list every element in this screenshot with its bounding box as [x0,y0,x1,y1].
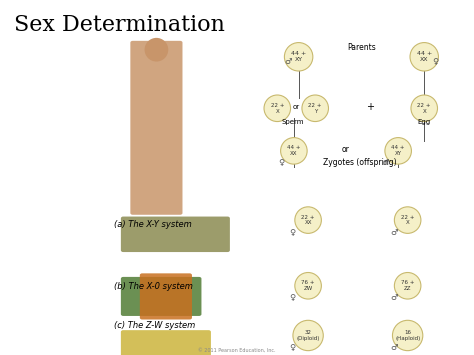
Ellipse shape [295,207,321,233]
Text: 22 +
XX: 22 + XX [301,215,315,225]
Ellipse shape [392,320,423,351]
Text: or: or [342,145,350,154]
Text: ♀: ♀ [290,293,295,302]
Text: ♂: ♂ [391,293,398,302]
Ellipse shape [284,43,313,71]
Text: ♀: ♀ [279,158,284,167]
Text: 44 +
XY: 44 + XY [291,51,306,62]
Ellipse shape [410,43,438,71]
Text: +: + [366,102,374,112]
Text: Sex Determination: Sex Determination [14,14,225,36]
Ellipse shape [293,320,323,351]
FancyBboxPatch shape [121,330,211,355]
FancyBboxPatch shape [121,217,230,252]
Ellipse shape [281,138,307,164]
Text: ♂: ♂ [381,158,389,167]
Text: 44 +
XX: 44 + XX [287,146,301,156]
Ellipse shape [385,138,411,164]
Text: (b) The X-0 system: (b) The X-0 system [114,282,192,291]
Text: Parents: Parents [347,43,375,53]
Ellipse shape [264,95,291,121]
Text: 22 +
X: 22 + X [401,215,414,225]
Text: 76 +
ZZ: 76 + ZZ [401,280,414,291]
Ellipse shape [411,95,438,121]
Text: or: or [292,104,300,110]
FancyBboxPatch shape [130,41,182,215]
Text: 44 +
XX: 44 + XX [417,51,432,62]
Text: 22 +
Y: 22 + Y [309,103,322,114]
Text: (a) The X-Y system: (a) The X-Y system [114,220,191,229]
Ellipse shape [394,273,421,299]
Text: ♀: ♀ [432,56,438,66]
Ellipse shape [302,95,328,121]
Ellipse shape [295,273,321,299]
Ellipse shape [145,38,168,61]
FancyBboxPatch shape [140,273,192,320]
Text: ♂: ♂ [284,56,292,66]
Text: ♀: ♀ [290,343,295,352]
Ellipse shape [394,207,421,233]
Text: (c) The Z-W system: (c) The Z-W system [114,321,195,330]
FancyBboxPatch shape [121,277,201,316]
Text: 16
(Haploid): 16 (Haploid) [395,330,420,341]
Text: 22 +
X: 22 + X [271,103,284,114]
Text: Egg: Egg [418,119,431,125]
Text: Sperm: Sperm [282,119,304,125]
Text: 22 +
X: 22 + X [418,103,431,114]
Text: 32
(Diploid): 32 (Diploid) [296,330,320,341]
Text: ♂: ♂ [391,343,398,352]
Text: © 2011 Pearson Education, Inc.: © 2011 Pearson Education, Inc. [198,348,276,353]
Text: 44 +
XY: 44 + XY [392,146,405,156]
Text: 76 +
ZW: 76 + ZW [301,280,315,291]
Text: ♀: ♀ [290,228,295,237]
Text: ♂: ♂ [391,228,398,237]
Text: Zygotes (offspring): Zygotes (offspring) [323,158,397,167]
